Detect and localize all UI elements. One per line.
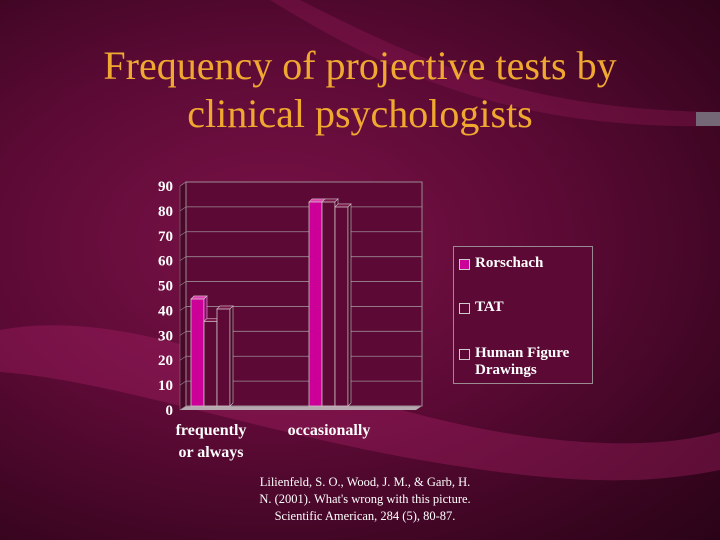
bar-rorschach — [190, 298, 205, 407]
citation: Lilienfeld, S. O., Wood, J. M., & Garb, … — [230, 474, 500, 525]
chart-floor — [180, 406, 422, 410]
chart-side-wall — [179, 181, 187, 411]
chart-legend: Rorschach TAT Human Figure Drawings — [453, 246, 593, 384]
legend-label: Human Figure Drawings — [475, 345, 569, 379]
legend-swatch-rorschach — [459, 259, 470, 270]
y-tick-label: 20 — [158, 353, 173, 369]
y-tick-label: 80 — [158, 204, 173, 220]
y-tick-label: 70 — [158, 229, 173, 245]
citation-line-3: Scientific American, 284 (5), 80-87. — [274, 509, 456, 523]
legend-item-rorschach: Rorschach — [459, 255, 543, 272]
legend-label: Rorschach — [475, 255, 543, 272]
y-tick-label: 0 — [166, 403, 174, 419]
bar-side — [229, 305, 234, 407]
legend-text: TAT — [475, 299, 504, 315]
title-line-2: clinical psychologists — [187, 91, 533, 136]
x-tick-label: frequently — [176, 422, 247, 439]
y-tick-label: 30 — [158, 328, 173, 344]
bar-tat — [203, 320, 218, 407]
bar-side — [347, 203, 352, 407]
legend-text: Rorschach — [475, 255, 544, 271]
bar-tat — [321, 201, 336, 407]
page-title: Frequency of projective tests by clinica… — [0, 42, 720, 138]
legend-text: Human Figure — [475, 345, 570, 361]
citation-line-1: Lilienfeld, S. O., Wood, J. M., & Garb, … — [259, 475, 471, 489]
bar-human-figure-drawings — [216, 308, 231, 407]
x-tick-label: or always — [178, 444, 243, 461]
y-tick-label: 50 — [158, 279, 173, 295]
gridline-side — [179, 331, 187, 336]
legend-text: Drawings — [475, 362, 537, 378]
gridline-side — [179, 380, 187, 386]
legend-item-tat: TAT — [459, 299, 504, 316]
citation-line-2: N. (2001). What's wrong with this pictur… — [259, 492, 471, 506]
gridline-side — [179, 405, 187, 411]
gridline-side — [179, 231, 187, 237]
y-tick-label: 10 — [158, 378, 173, 394]
gridline-side — [179, 281, 187, 286]
y-tick-label: 90 — [158, 179, 173, 195]
gridline-side — [179, 181, 187, 187]
legend-swatch-tat — [459, 303, 470, 314]
legend-swatch-human-figure — [459, 349, 470, 360]
gridline-side — [179, 256, 187, 261]
legend-label: TAT — [475, 299, 504, 316]
y-tick-label: 40 — [158, 303, 173, 319]
gridline-side — [179, 355, 187, 361]
y-tick-label: 60 — [158, 254, 173, 270]
x-tick-label: occasionally — [288, 422, 371, 439]
gridline-side — [179, 206, 187, 212]
legend-item-human-figure: Human Figure Drawings — [459, 345, 569, 379]
bar-human-figure-drawings — [334, 206, 349, 407]
bar-rorschach — [308, 201, 323, 407]
gridline-side — [179, 306, 187, 311]
title-line-1: Frequency of projective tests by — [103, 43, 617, 88]
